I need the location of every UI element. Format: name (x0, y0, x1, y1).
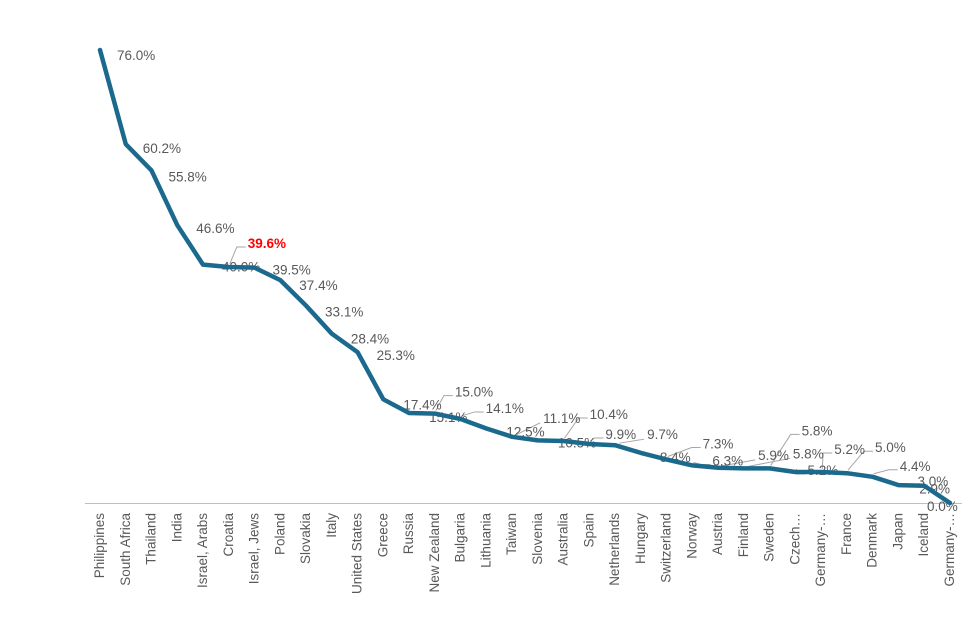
x-axis-label: Germany-… (813, 513, 828, 587)
x-axis-label: Switzerland (659, 513, 674, 583)
data-label: 28.4% (351, 332, 389, 347)
x-axis-label: Russia (401, 513, 416, 555)
x-axis-label: Croatia (221, 513, 236, 557)
data-label: 39.5% (273, 263, 311, 278)
leader-line (590, 437, 604, 442)
x-axis-label: Lithuania (478, 513, 493, 568)
leader-line (461, 411, 484, 417)
data-label: 0.0% (927, 499, 958, 514)
data-label: 4.4% (900, 459, 931, 474)
leader-line (821, 452, 833, 470)
x-axis-label: New Zealand (427, 513, 442, 593)
data-label: 15.0% (455, 385, 493, 400)
leader-line (722, 459, 756, 467)
data-label: 76.0% (117, 48, 155, 63)
x-axis-label: Sweden (762, 513, 777, 562)
x-axis-label: France (839, 513, 854, 555)
x-axis-label: Japan (890, 513, 905, 550)
x-axis-label: Spain (581, 513, 596, 548)
x-axis-label: Hungary (633, 513, 648, 564)
data-label: 17.4% (403, 397, 441, 412)
data-label: 14.1% (486, 401, 524, 416)
data-label: 10.4% (590, 407, 628, 422)
leader-line (564, 417, 588, 439)
data-label: 9.7% (647, 427, 678, 442)
x-axis-label: Finland (736, 513, 751, 557)
x-axis-label: Norway (684, 513, 699, 559)
data-label: 5.9% (758, 448, 789, 463)
data-label: 37.4% (299, 278, 337, 293)
data-label-highlight: 39.6% (248, 236, 286, 251)
leader-line (667, 446, 701, 457)
x-axis-label: Philippines (92, 513, 107, 579)
x-axis-label: Thailand (144, 513, 159, 565)
series-line (97, 47, 953, 506)
x-axis-label: Australia (556, 513, 571, 566)
data-label: 60.2% (143, 141, 181, 156)
x-axis-label: Bulgaria (453, 513, 468, 563)
data-label: 5.8% (802, 423, 833, 438)
data-label: 5.0% (875, 440, 906, 455)
leader-line (747, 457, 791, 467)
x-axis-label: Czech… (787, 513, 802, 565)
data-label: 5.8% (793, 446, 824, 461)
x-axis-label: Netherlands (607, 513, 622, 586)
x-axis-label: Germany-… (942, 513, 957, 587)
x-axis-label: Slovenia (530, 513, 545, 565)
data-label: 33.1% (325, 305, 363, 320)
leader-line (770, 433, 800, 466)
leader-line (229, 246, 246, 265)
x-axis-label: United States (350, 513, 365, 594)
data-label: 9.9% (605, 427, 636, 442)
data-label: 25.3% (377, 348, 415, 363)
leader-line (515, 422, 541, 436)
data-label: 46.6% (196, 221, 234, 236)
x-axis-label: Denmark (865, 513, 880, 568)
leader-line (873, 469, 898, 475)
data-label: 11.1% (543, 411, 580, 426)
data-label: 55.8% (169, 169, 207, 184)
x-axis-label: Israel, Jews (247, 513, 262, 585)
x-axis-label: Israel, Arabs (195, 513, 210, 588)
x-axis-label: Taiwan (504, 513, 519, 555)
x-axis-label: India (169, 513, 184, 543)
x-axis-label: South Africa (118, 513, 133, 586)
leader-line (847, 450, 873, 471)
leader-line (435, 395, 453, 411)
data-label: 5.2% (834, 442, 865, 457)
data-label: 6.3% (712, 453, 743, 468)
x-axis-label: Slovakia (298, 513, 313, 565)
x-axis-label: Greece (375, 513, 390, 557)
x-axis-label: Austria (710, 513, 725, 556)
x-axis-label: Italy (324, 513, 339, 538)
data-label: 7.3% (703, 436, 734, 451)
x-axis-label: Poland (272, 513, 287, 555)
x-axis-label: Iceland (916, 513, 931, 557)
leader-line (619, 438, 645, 444)
